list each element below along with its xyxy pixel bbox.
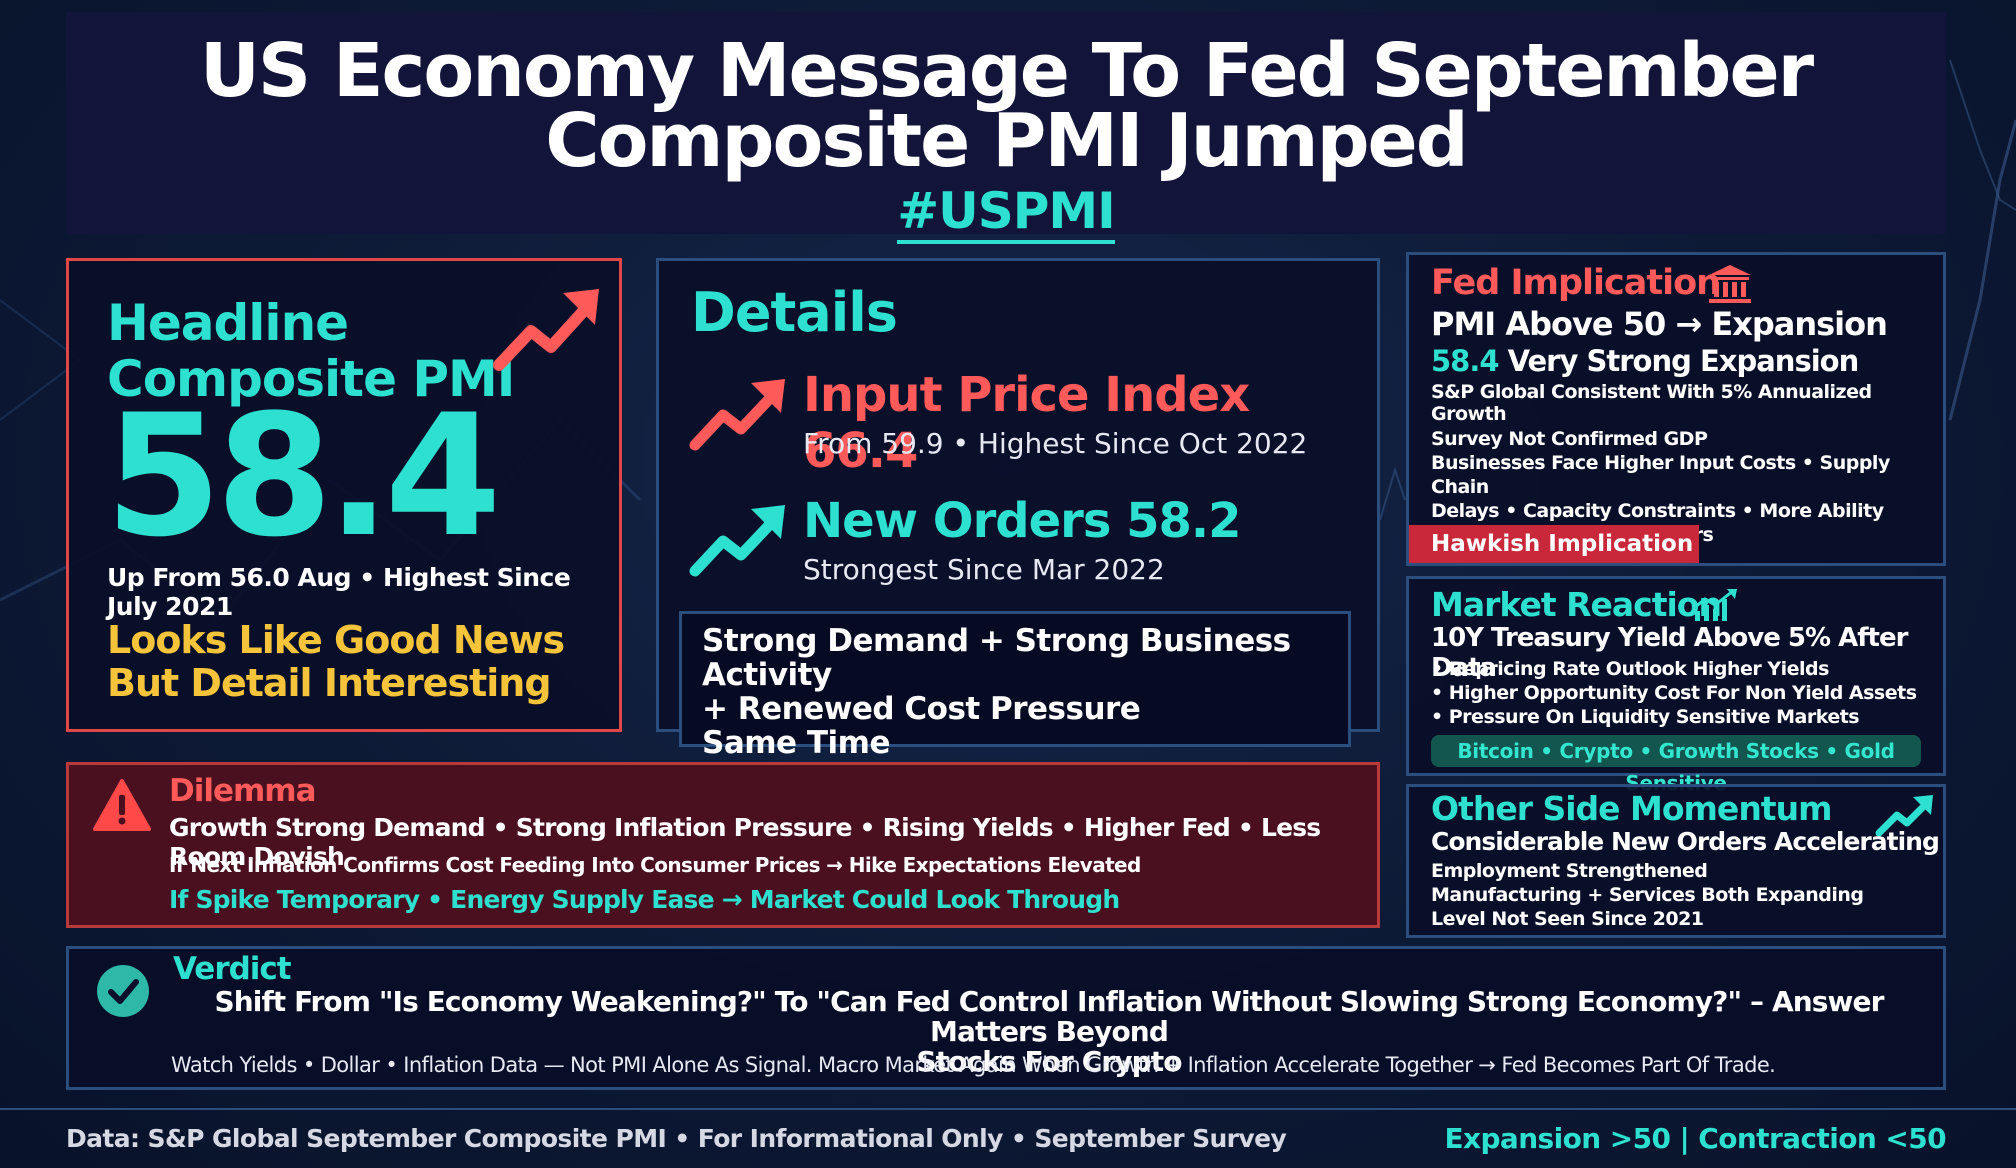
fed-body-line1: Survey Not Confirmed GDP	[1431, 428, 1708, 450]
fed-body-line3: Delays • Capacity Constraints • More Abi…	[1431, 500, 1884, 522]
other-side-panel: Other Side Momentum Considerable New Ord…	[1406, 784, 1946, 938]
details-panel: Details Input Price Index 66.4 From 59.9…	[656, 258, 1380, 760]
hawkish-badge: Hawkish Implication	[1409, 525, 1699, 563]
market-line1: 10Y Treasury Yield Above 5% After Data	[1431, 623, 1908, 683]
market-title: Market Reaction	[1431, 585, 1722, 624]
list-item: Level Not Seen Since 2021	[1431, 908, 1704, 930]
bank-icon	[1709, 265, 1751, 303]
fed-implication-panel: Fed Implication PMI Above 50 → Expansion…	[1406, 252, 1946, 566]
list-item: • Repricing Rate Outlook Higher Yields	[1431, 658, 1829, 680]
headline-title-line1: Headline	[107, 294, 349, 352]
page-title-line1: US Economy Message To Fed September	[199, 28, 1814, 114]
new-orders-heading: New Orders 58.2	[803, 493, 1242, 549]
summary-line1: Strong Demand + Strong Business Activity	[702, 623, 1291, 693]
dilemma-title: Dilemma	[169, 773, 317, 809]
trend-up-arrow-icon	[1875, 795, 1933, 837]
headline-title-line2: Composite PMI	[107, 350, 515, 408]
details-summary-box: Strong Demand + Strong Business Activity…	[679, 611, 1351, 760]
verdict-panel: Verdict Shift From "Is Economy Weakening…	[66, 946, 1946, 1090]
details-title: Details	[691, 281, 898, 344]
input-price-sub: From 59.9 • Highest Since Oct 2022	[803, 427, 1308, 460]
list-item: Employment Strengthened	[1431, 860, 1708, 882]
verdict-sub: Watch Yields • Dollar • Inflation Data —…	[171, 1053, 1776, 1077]
dilemma-line3: If Spike Temporary • Energy Supply Ease …	[169, 885, 1120, 914]
hashtag-link[interactable]: #USPMI	[897, 182, 1116, 244]
dilemma-line1: Growth Strong Demand • Strong Inflation …	[169, 813, 1321, 871]
list-item: Manufacturing + Services Both Expanding	[1431, 884, 1864, 906]
trend-up-arrow-icon	[689, 505, 785, 577]
input-price-heading: Input Price Index 66.4	[803, 367, 1250, 479]
fed-body-line2: Businesses Face Higher Input Costs • Sup…	[1431, 452, 1890, 498]
market-bullets: • Repricing Rate Outlook Higher Yields •…	[1431, 657, 1917, 729]
dilemma-line2: If Next Inflation Confirms Cost Feeding …	[169, 853, 1141, 877]
dilemma-panel: Dilemma Growth Strong Demand • Strong In…	[66, 762, 1380, 928]
summary-line3: Same Time	[702, 725, 890, 761]
page-title-line2: Composite PMI Jumped	[545, 98, 1468, 184]
verdict-main-line1: Shift From "Is Economy Weakening?" To "C…	[214, 985, 1884, 1048]
trend-up-arrow-icon	[493, 289, 599, 371]
fed-line2-text: Very Strong Expansion	[1498, 344, 1860, 378]
title-banner: US Economy Message To Fed September Comp…	[66, 12, 1946, 244]
footer-source: Data: S&P Global September Composite PMI…	[66, 1124, 1287, 1153]
list-item: • Pressure On Liquidity Sensitive Market…	[1431, 706, 1860, 728]
headline-subtitle: Up From 56.0 Aug • Highest Since July 20…	[107, 563, 571, 621]
verdict-main-line2: Stocks For Crypto	[916, 1045, 1182, 1078]
fed-title: Fed Implication	[1431, 263, 1721, 303]
headline-panel: Headline Composite PMI 58.4 Up From 56.0…	[66, 258, 622, 732]
summary-line2: + Renewed Cost Pressure	[702, 691, 1141, 727]
fed-line3: S&P Global Consistent With 5% Annualized…	[1431, 381, 1872, 425]
fed-line1: PMI Above 50 → Expansion	[1431, 305, 1888, 343]
market-reaction-panel: Market Reaction 10Y Treasury Yield Above…	[1406, 576, 1946, 795]
list-item: • Higher Opportunity Cost For Non Yield …	[1431, 682, 1917, 704]
check-circle-icon	[97, 965, 149, 1017]
other-title: Other Side Momentum	[1431, 789, 1832, 828]
chart-up-icon	[1692, 589, 1737, 621]
headline-note-line1: Looks Like Good News	[107, 618, 565, 662]
warning-icon	[93, 779, 151, 831]
fed-pmi-value: 58.4	[1431, 344, 1500, 378]
other-line1: Considerable New Orders Accelerating	[1431, 827, 1940, 856]
footer-legend: Expansion >50 | Contraction <50	[1444, 1122, 1946, 1155]
footer-divider	[0, 1108, 2016, 1110]
headline-note-line2: But Detail Interesting	[107, 661, 552, 705]
sensitive-assets-chip: Bitcoin • Crypto • Growth Stocks • Gold …	[1431, 735, 1921, 795]
headline-pmi-value: 58.4	[105, 378, 502, 574]
verdict-title: Verdict	[173, 951, 292, 987]
trend-up-arrow-icon	[689, 379, 785, 451]
new-orders-sub: Strongest Since Mar 2022	[803, 553, 1165, 586]
